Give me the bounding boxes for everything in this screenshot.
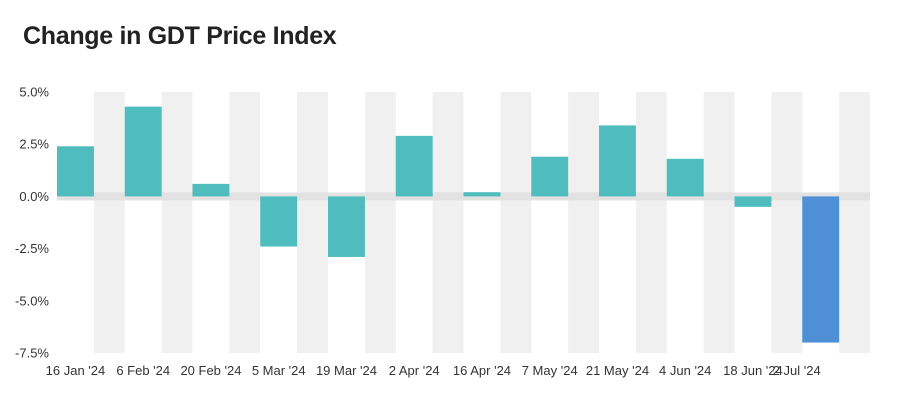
background-band (297, 92, 328, 353)
background-band (364, 92, 396, 353)
y-axis-ticks: 5.0% 2.5% 0.0% -2.5% -5.0% -7.5% (15, 85, 49, 361)
x-tick-label: 19 Mar '24 (316, 363, 377, 378)
y-tick-label: -5.0% (15, 293, 49, 308)
background-band (703, 92, 735, 353)
bar (328, 196, 365, 257)
x-tick-label: 6 Feb '24 (116, 363, 170, 378)
background-band (500, 92, 532, 353)
x-axis-ticks: 16 Jan '24 6 Feb '24 20 Feb '24 5 Mar '24 19… (46, 363, 821, 378)
x-tick-label: 21 May '24 (586, 363, 649, 378)
bar (124, 106, 162, 197)
bar (463, 192, 501, 197)
background-band (839, 92, 870, 353)
x-tick-label: 16 Apr '24 (453, 363, 511, 378)
background-band (432, 92, 464, 353)
bar (666, 158, 704, 197)
background-band (161, 92, 193, 353)
x-tick-label: 20 Feb '24 (180, 363, 241, 378)
y-tick-label: -2.5% (15, 241, 49, 256)
x-tick-label: 2 Jul '24 (773, 363, 821, 378)
bar (192, 183, 230, 197)
bars (57, 106, 840, 343)
y-tick-label: 0.0% (19, 189, 49, 204)
y-tick-label: 2.5% (19, 137, 49, 152)
x-tick-label: 5 Mar '24 (252, 363, 306, 378)
x-tick-label: 4 Jun '24 (659, 363, 711, 378)
x-tick-label: 7 May '24 (522, 363, 578, 378)
bar (734, 196, 772, 207)
bar (260, 196, 298, 247)
background-band (568, 92, 599, 353)
bar (57, 146, 94, 197)
background-band (635, 92, 667, 353)
bar (599, 125, 636, 197)
bar (802, 196, 840, 343)
background-band (229, 92, 261, 353)
chart-title: Change in GDT Price Index (23, 22, 337, 50)
x-tick-label: 16 Jan '24 (46, 363, 106, 378)
background-bands (93, 92, 870, 353)
bar (395, 135, 433, 197)
background-band (771, 92, 803, 353)
bar (531, 156, 569, 197)
x-tick-label: 18 Jun '24 (723, 363, 783, 378)
x-tick-label: 2 Apr '24 (389, 363, 440, 378)
y-tick-label: 5.0% (19, 85, 49, 100)
background-band (93, 92, 125, 353)
y-tick-label: -7.5% (15, 346, 49, 361)
